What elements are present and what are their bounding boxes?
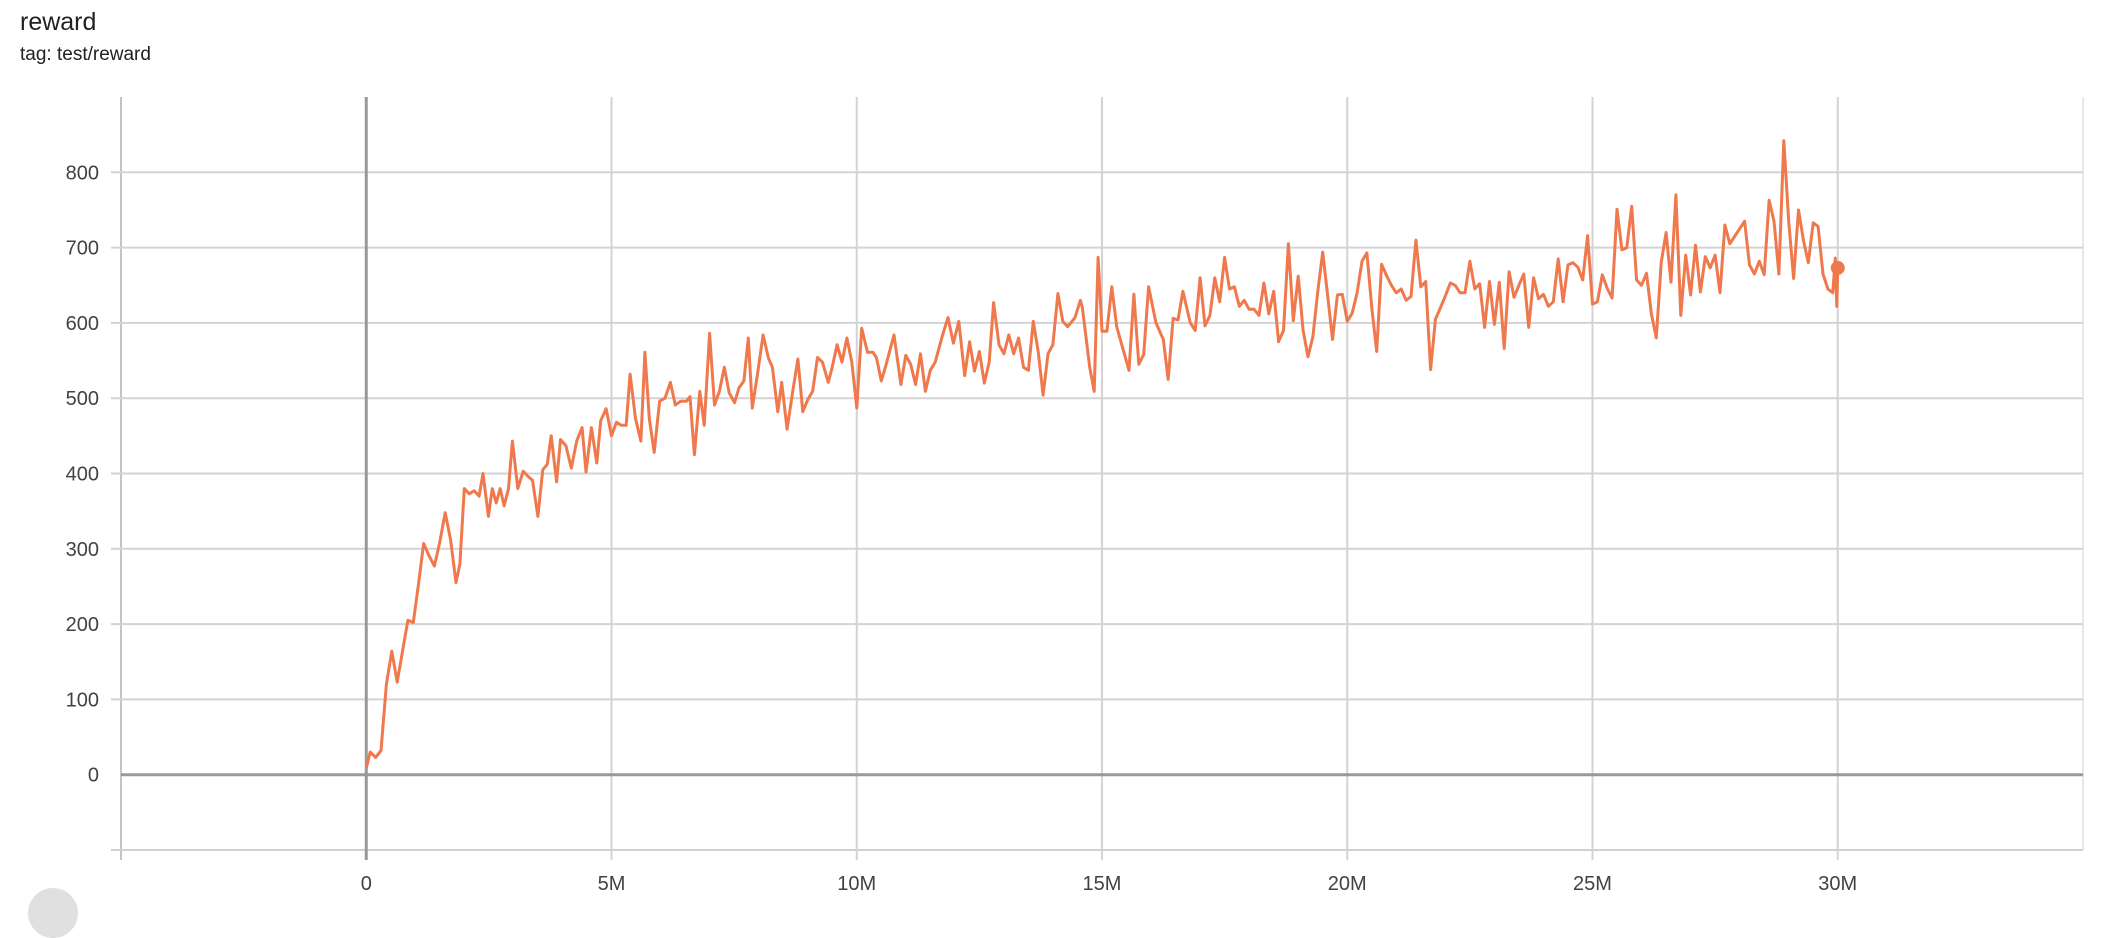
x-tick-label: 15M [1083, 873, 1122, 895]
y-tick-label: 100 [66, 689, 99, 711]
last-point-marker [1830, 260, 1845, 275]
y-tick-label: 500 [66, 388, 99, 410]
x-tick-label: 20M [1328, 873, 1367, 895]
y-tick-label: 300 [66, 539, 99, 561]
y-tick-label: 600 [66, 313, 99, 335]
x-tick-label: 5M [598, 873, 626, 895]
grid [111, 97, 2084, 860]
y-tick-label: 700 [66, 238, 99, 260]
y-tick-label: 200 [66, 614, 99, 636]
y-tick-label: 800 [66, 162, 99, 184]
reward-chart[interactable]: 0 100 200 300 400 500 600 700 800 0 5M 10M 15M 20M 25M… [0, 0, 2108, 904]
reward-line [364, 139, 1840, 769]
series-group [364, 139, 1845, 769]
chart-tag: tag: test/reward [20, 44, 151, 65]
axes: 0 100 200 300 400 500 600 700 800 0 5M 10M 15M 20M 25M… [66, 97, 2083, 895]
y-tick-label: 0 [88, 765, 99, 787]
x-tick-label: 30M [1818, 873, 1857, 895]
expand-button[interactable] [28, 888, 78, 938]
x-tick-label: 10M [837, 873, 876, 895]
y-tick-label: 400 [66, 464, 99, 486]
x-tick-label: 25M [1573, 873, 1612, 895]
x-tick-label: 0 [361, 873, 372, 895]
chart-title: reward [20, 8, 97, 36]
